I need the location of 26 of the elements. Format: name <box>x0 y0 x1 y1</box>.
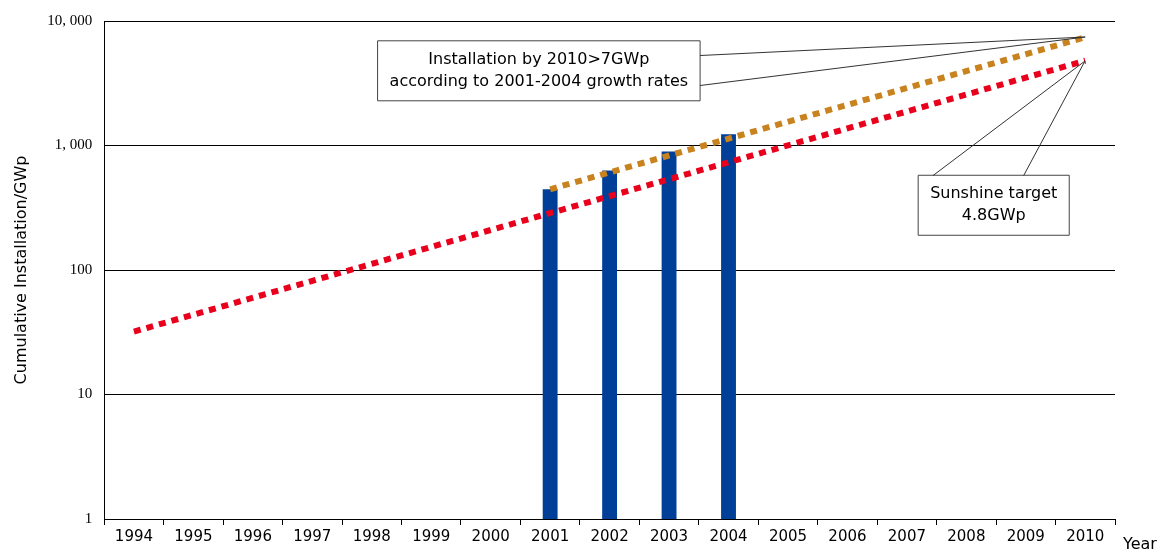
x-tick-label: 2010 <box>1066 526 1105 545</box>
x-tick-label: 2000 <box>471 526 510 545</box>
x-tick-label: 1996 <box>233 526 272 545</box>
x-tick-label: 1999 <box>412 526 451 545</box>
x-tick-label: 2008 <box>947 526 986 545</box>
x-tick-label: 2004 <box>709 526 748 545</box>
x-tick-label: 2003 <box>649 526 689 545</box>
y-tick-label: 10 <box>77 385 93 402</box>
x-tick-label: 2006 <box>828 526 867 545</box>
annotation: Installation by 2010>7GWp according to 2001-2004 growth rates <box>389 48 689 90</box>
y-tick-label: 100 <box>69 260 93 277</box>
x-tick-label: 2005 <box>768 526 808 545</box>
x-tick-label: 1995 <box>174 526 213 545</box>
y-axis-title: Cumulative Installation/GWp <box>10 155 30 385</box>
x-tick-label: 2002 <box>590 526 629 545</box>
x-tick-label: 2007 <box>887 526 926 545</box>
y-tick-label: 1 <box>84 509 93 526</box>
x-tick-label: 2009 <box>1006 526 1045 545</box>
y-tick-label: 1, 000 <box>54 136 93 153</box>
x-axis-title: Year <box>1122 534 1158 553</box>
x-tick-label: 2001 <box>531 526 570 545</box>
annotation: Sunshine target 4.8GWp <box>930 183 1058 225</box>
y-tick-label: 10, 000 <box>47 11 93 28</box>
x-tick-label: 1997 <box>293 526 332 545</box>
x-tick-label: 1994 <box>114 526 154 545</box>
x-tick-label: 1998 <box>352 526 391 545</box>
